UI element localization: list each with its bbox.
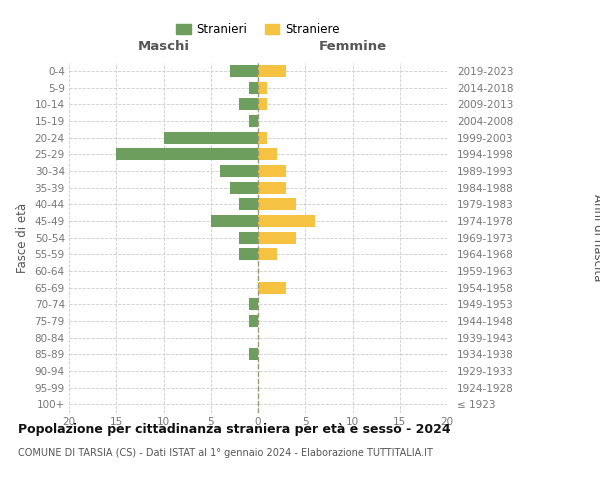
Bar — [230, 65, 258, 77]
Bar — [258, 232, 296, 243]
Bar — [258, 182, 286, 194]
Bar — [239, 98, 258, 110]
Bar — [258, 132, 268, 143]
Text: Maschi: Maschi — [137, 40, 190, 52]
Bar — [258, 248, 277, 260]
Bar — [239, 198, 258, 210]
Bar — [230, 182, 258, 194]
Text: Anni di nascita: Anni di nascita — [590, 194, 600, 281]
Bar — [248, 315, 258, 327]
Bar — [258, 65, 286, 77]
Bar — [163, 132, 258, 143]
Bar — [211, 215, 258, 227]
Bar — [248, 115, 258, 127]
Bar — [258, 82, 268, 94]
Bar — [258, 98, 268, 110]
Legend: Stranieri, Straniere: Stranieri, Straniere — [172, 18, 344, 41]
Text: Femmine: Femmine — [319, 40, 386, 52]
Bar — [248, 348, 258, 360]
Text: COMUNE DI TARSIA (CS) - Dati ISTAT al 1° gennaio 2024 - Elaborazione TUTTITALIA.: COMUNE DI TARSIA (CS) - Dati ISTAT al 1°… — [18, 448, 433, 458]
Bar — [248, 298, 258, 310]
Bar — [258, 165, 286, 177]
Bar — [116, 148, 258, 160]
Bar — [258, 215, 314, 227]
Bar — [220, 165, 258, 177]
Bar — [239, 248, 258, 260]
Bar — [239, 232, 258, 243]
Bar — [258, 148, 277, 160]
Bar — [258, 198, 296, 210]
Bar — [248, 82, 258, 94]
Y-axis label: Fasce di età: Fasce di età — [16, 202, 29, 272]
Text: Popolazione per cittadinanza straniera per età e sesso - 2024: Popolazione per cittadinanza straniera p… — [18, 422, 451, 436]
Bar — [258, 282, 286, 294]
